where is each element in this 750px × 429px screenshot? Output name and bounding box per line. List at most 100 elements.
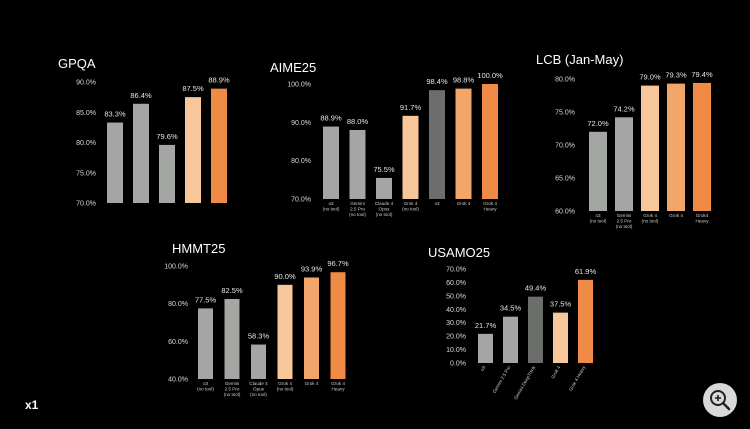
data-label: 90.0% [274,272,296,281]
data-label: 98.4% [426,77,448,86]
category-label: Grok 4 [550,365,561,380]
data-label: 79.4% [691,70,713,79]
y-tick-label: 100.0% [164,264,188,271]
data-label: 21.7% [475,321,497,330]
y-tick-label: 70.0% [291,197,311,204]
zoom-in-button[interactable] [703,383,737,417]
bar [159,144,175,203]
y-tick-label: 85.0% [76,110,96,117]
bar [198,308,213,379]
bar [277,284,293,379]
category-label: Grok4 Heavy [695,213,709,224]
category-label: Gemini DeepThink [513,364,537,400]
category-label: Gemini 2.5 Pro [492,365,512,394]
category-label: Grok 4 (no tool) [277,381,294,392]
data-label: 87.5% [182,84,204,93]
y-tick-label: 70.0% [446,267,466,274]
y-tick-label: 20.0% [446,334,466,341]
bar [615,117,633,211]
data-label: 72.0% [587,119,609,128]
y-tick-label: 80.0% [76,140,96,147]
y-tick-label: 80.0% [291,158,311,165]
data-label: 83.3% [104,110,126,119]
bar [185,97,201,203]
bar [304,277,319,379]
y-tick-label: 60.0% [168,339,188,346]
data-label: 79.0% [639,73,661,82]
category-label: Gemini 2.5 Pro (no tool) [224,381,241,397]
y-tick-label: 70.0% [555,143,575,150]
y-tick-label: 30.0% [446,320,466,327]
y-tick-label: 70.0% [76,201,96,208]
bar [251,344,266,379]
category-label: o3 [434,201,440,206]
bar [402,115,419,199]
y-tick-label: 75.0% [555,110,575,117]
xai-logo: x1 [25,398,39,412]
bar [330,272,346,379]
y-tick-label: 90.0% [291,120,311,127]
bar [455,88,472,199]
category-label: Grok 4 Heavy [331,381,345,392]
bar [323,126,339,199]
y-tick-label: 0.0% [450,361,466,368]
data-label: 49.4% [525,284,547,293]
data-label: 98.8% [453,76,475,85]
bar [667,83,685,211]
category-label: Grok 4 Heavy [568,364,587,391]
category-label: Grok 4 (no tool) [402,201,419,212]
bar [578,279,593,363]
chart-title: USAMO25 [428,245,490,260]
y-tick-label: 10.0% [446,347,466,354]
data-label: 88.0% [347,117,369,126]
data-label: 79.6% [156,132,178,141]
y-tick-label: 75.0% [76,170,96,177]
category-label: Grok 4 [669,213,683,218]
y-tick-label: 40.0% [446,307,466,314]
data-label: 88.9% [320,114,342,123]
data-label: 58.3% [248,332,270,341]
y-tick-label: 100.0% [287,82,311,89]
data-label: 75.5% [373,165,395,174]
chart-title: GPQA [58,56,96,71]
data-label: 88.9% [208,76,230,85]
bar [589,131,607,211]
category-label: Claude 4 Opus (no tool) [375,201,394,217]
category-label: o3 (no tool) [323,201,340,212]
zoom-in-icon [710,390,731,411]
y-tick-label: 40.0% [168,377,188,384]
data-label: 96.7% [327,259,349,268]
data-label: 61.9% [575,267,597,276]
y-tick-label: 90.0% [76,80,96,87]
category-label: o3 (no tool) [197,381,214,392]
data-label: 91.7% [400,103,422,112]
chart-title: HMMT25 [172,241,225,256]
category-label: Claude 4 Opus (no tool) [249,381,268,397]
data-label: 34.5% [500,304,522,313]
data-label: 100.0% [477,71,503,80]
bar [429,90,445,199]
y-tick-label: 60.0% [446,280,466,287]
category-label: o3 (no tool) [590,213,607,224]
bar [376,177,392,199]
bar [553,312,568,363]
chart-title: AIME25 [270,60,316,75]
data-label: 79.3% [665,71,687,80]
bar [349,130,366,199]
data-label: 74.2% [613,104,635,113]
category-label: Grok 4 [457,201,471,206]
category-label: o3 [479,365,486,372]
bar [224,298,240,379]
y-tick-label: 80.0% [168,301,188,308]
bar [693,82,711,212]
bar [107,122,123,203]
category-label: Grok 4 Heavy [483,201,497,212]
data-label: 86.4% [130,91,152,100]
bar [641,85,659,211]
category-label: Grok 4 (no tool) [642,213,659,224]
category-label: Gemini 2.5 Pro (no tool) [616,213,633,229]
y-tick-label: 50.0% [446,293,466,300]
bar [478,333,493,363]
data-label: 37.5% [550,300,572,309]
